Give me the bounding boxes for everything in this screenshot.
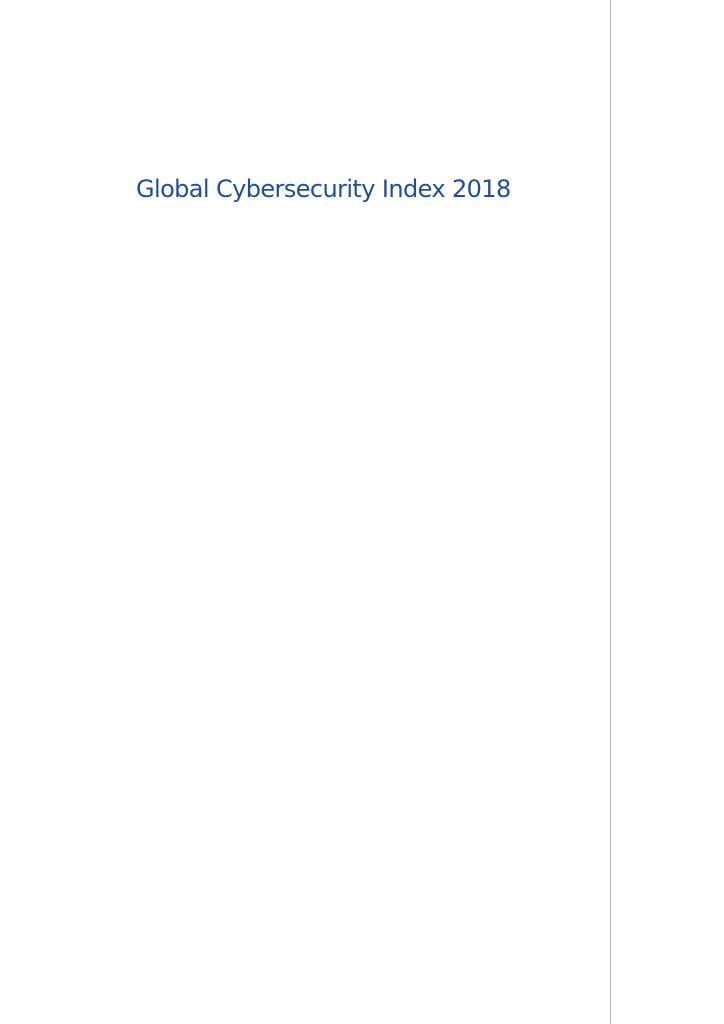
margin-rule [610,0,611,1024]
page-title: Global Cybersecurity Index 2018 [136,175,511,203]
